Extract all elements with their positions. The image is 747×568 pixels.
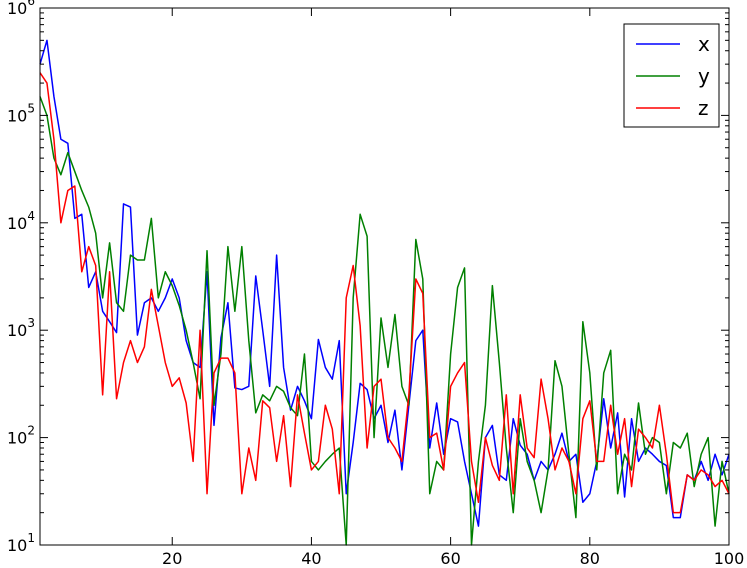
y-tick-label: 105: [7, 101, 35, 125]
series-layer: [39, 39, 730, 546]
legend: xyz: [623, 23, 720, 128]
y-tick-label: 104: [7, 209, 35, 233]
series-line-z: [39, 72, 730, 514]
y-tick-label: 103: [7, 316, 35, 340]
plot-background: [40, 8, 729, 545]
x-tick-label: 80: [580, 549, 600, 568]
series-line-y: [39, 96, 730, 546]
legend-label-y: y: [698, 64, 710, 88]
plot-frame: [39, 7, 730, 546]
x-tick-label: 100: [714, 549, 745, 568]
x-tick-label: 40: [301, 549, 321, 568]
legend-label-z: z: [698, 96, 709, 120]
y-tick-label: 102: [7, 424, 35, 448]
y-tick-label: 106: [7, 0, 35, 18]
y-tick-label: 101: [7, 531, 35, 555]
legend-label-x: x: [698, 32, 710, 56]
x-tick-label: 60: [440, 549, 460, 568]
ticks-layer: 20 40 60 80 100 101 102 103 104 105 106: [7, 0, 744, 568]
x-tick-label: 20: [162, 549, 182, 568]
